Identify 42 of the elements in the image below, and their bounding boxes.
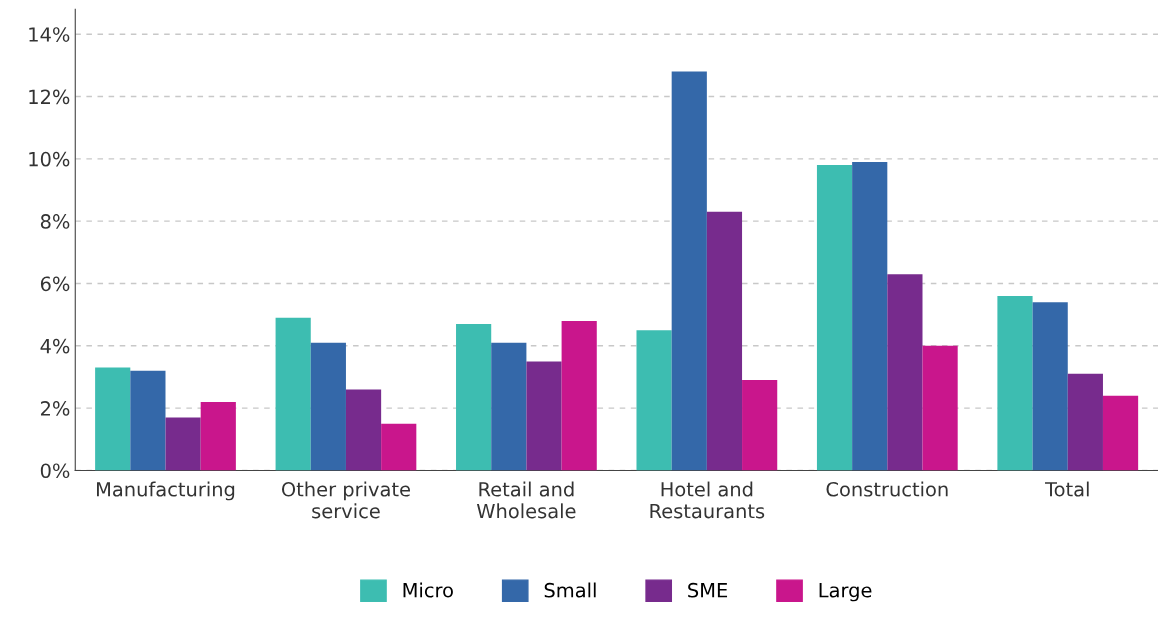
bar: [526, 361, 562, 471]
bar: [671, 71, 707, 471]
x-tick-label: Other private service: [281, 481, 410, 519]
y-tick-label: 12%: [29, 89, 70, 105]
bar: [491, 342, 527, 471]
bar: [310, 342, 346, 471]
y-tick-label: 0%: [40, 463, 70, 479]
x-tick-label: Manufacturing: [97, 481, 235, 501]
y-tick-label: 2%: [40, 401, 70, 416]
bar: [130, 370, 166, 471]
y-tick-label: 8%: [40, 214, 70, 229]
legend-label: Micro: [403, 582, 453, 598]
bar: [997, 295, 1033, 471]
bar: [1102, 395, 1139, 471]
bar: [456, 323, 492, 471]
x-tick-label: Retail and Wholesale: [476, 481, 576, 519]
bar: [345, 389, 382, 471]
bar: [561, 320, 597, 471]
bar: [275, 317, 311, 471]
bar: [200, 401, 236, 471]
y-tick-label: 14%: [29, 27, 70, 42]
y-tick-label: 10%: [29, 151, 70, 167]
x-tick-label: Hotel and Restaurants: [650, 481, 765, 519]
bar: [922, 345, 958, 471]
bar: [1067, 373, 1103, 471]
bar: [706, 211, 743, 471]
x-tick-label: Construction: [826, 481, 948, 497]
y-tick-label: 4%: [40, 338, 70, 354]
bar: [95, 367, 131, 471]
x-tick-label: Total: [1045, 481, 1089, 497]
bar: [742, 380, 778, 471]
legend-label: Small: [544, 582, 596, 598]
legend-label: Large: [819, 583, 872, 602]
legend-label: SME: [688, 582, 728, 598]
bar: [1032, 302, 1068, 471]
bar: [381, 423, 417, 471]
bar: [887, 274, 923, 471]
y-tick-label: 6%: [40, 276, 70, 292]
bar: [852, 161, 888, 471]
bar: [636, 330, 672, 471]
bar: [165, 417, 201, 471]
bar: [816, 165, 853, 471]
